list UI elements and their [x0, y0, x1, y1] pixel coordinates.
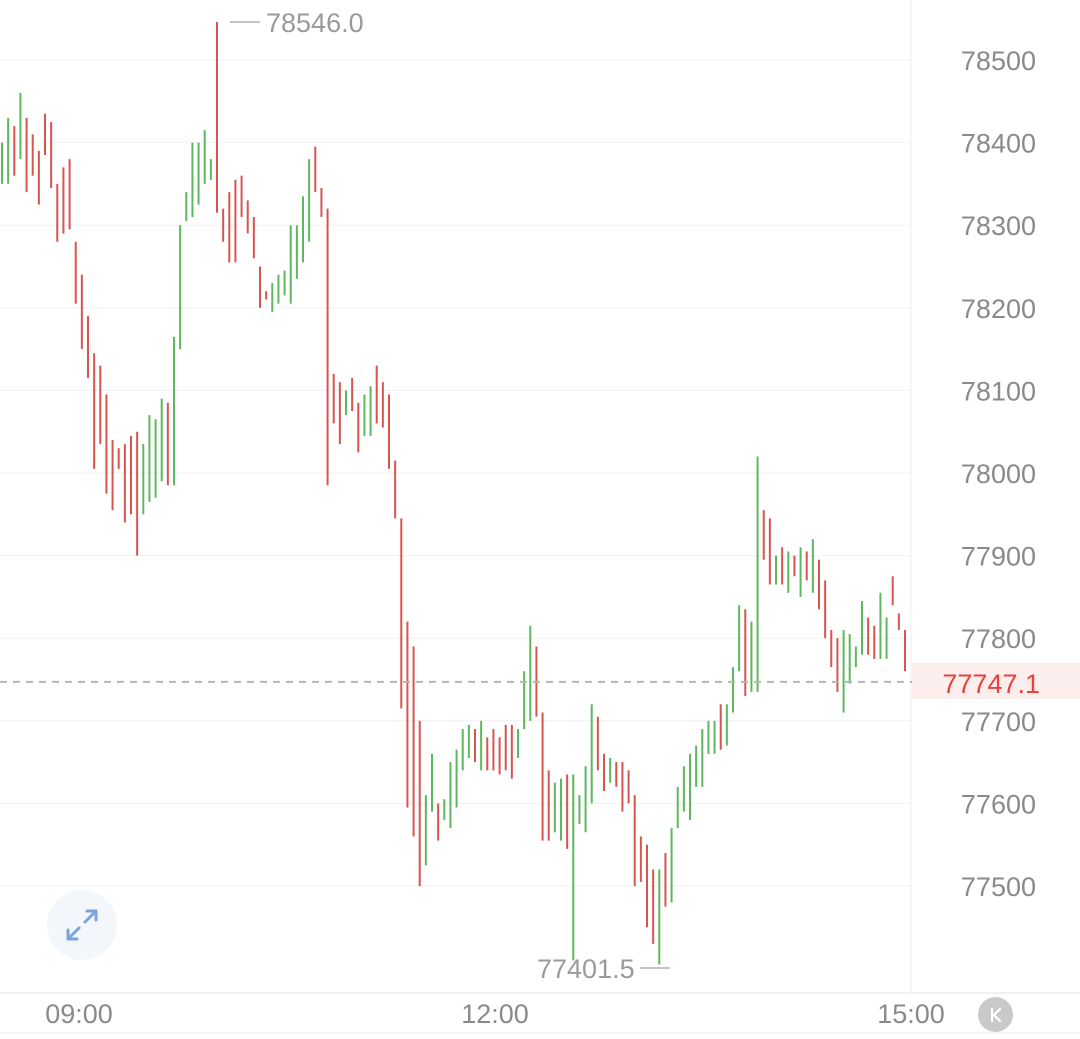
y-tick-label: 77900 [961, 542, 1036, 572]
ohlc-bars [1, 22, 906, 965]
y-tick-label: 77500 [961, 872, 1036, 902]
x-tick-1500: 15:00 [877, 999, 945, 1029]
x-tick-0900: 09:00 [45, 999, 113, 1029]
expand-icon [66, 909, 98, 941]
x-tick-1200: 12:00 [461, 999, 529, 1029]
y-tick-label: 78000 [961, 459, 1036, 489]
y-tick-label: 78300 [961, 211, 1036, 241]
current-price-label: 77747.1 [942, 669, 1040, 699]
y-tick-label: 77600 [961, 789, 1036, 819]
grid [0, 59, 911, 887]
y-tick-label: 78100 [961, 376, 1036, 406]
chevron-left-icon [990, 1007, 1001, 1022]
high-label: 78546.0 [266, 8, 364, 38]
expand-button[interactable] [47, 890, 117, 960]
current-price-highlight [912, 663, 1080, 699]
y-tick-label: 78200 [961, 294, 1036, 324]
low-label: 77401.5 [537, 954, 635, 984]
y-tick-label: 77700 [961, 707, 1036, 737]
y-tick-label: 77800 [961, 624, 1036, 654]
y-axis-labels: 78500 78400 78300 78200 78100 78000 77900 77800… [961, 46, 1036, 902]
y-tick-label: 78400 [961, 129, 1036, 159]
collapse-button[interactable] [978, 997, 1013, 1032]
y-tick-label: 78500 [961, 46, 1036, 76]
